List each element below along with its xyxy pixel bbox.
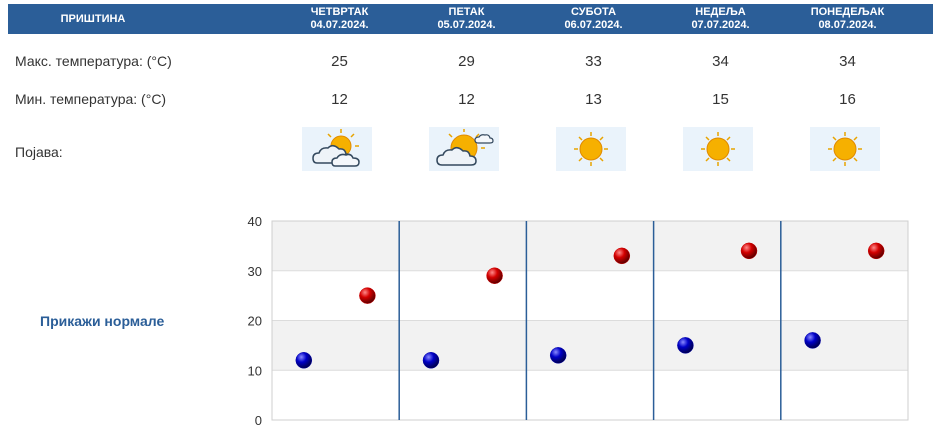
max-temp-value: 34 — [839, 53, 856, 70]
min-temp-marker — [295, 352, 313, 369]
sun-behind-cloud-icon — [429, 127, 499, 171]
min-temp-marker — [804, 332, 821, 349]
min-temp-label: Мин. температура: (°C) — [15, 91, 167, 107]
max-temp-marker — [486, 267, 503, 284]
day-header: ПЕТАК 05.07.2024. — [403, 6, 530, 32]
max-temp-label: Макс. температура: (°C) — [15, 53, 172, 69]
grid-band — [272, 370, 908, 420]
min-temp-marker — [549, 347, 567, 364]
min-temp-marker — [677, 337, 694, 354]
grid-band — [272, 221, 908, 271]
day-date: 08.07.2024. — [818, 19, 877, 31]
day-name: НЕДЕЉА — [695, 6, 746, 18]
day-name: ЧЕТВРТАК — [310, 6, 369, 18]
max-temp-value: 29 — [458, 53, 475, 70]
min-temp-value: 13 — [585, 91, 602, 108]
forecast-header: ПРИШТИНА ЧЕТВРТАК 04.07.2024. ПЕТАК 05.0… — [8, 4, 933, 34]
y-tick-label: 30 — [248, 264, 262, 279]
y-tick-label: 0 — [255, 413, 262, 428]
day-name: ПЕТАК — [448, 6, 485, 18]
max-temp-marker — [740, 242, 758, 260]
min-temp-value: 16 — [839, 91, 856, 108]
sun-behind-clouds-icon — [302, 127, 372, 171]
sun-icon — [810, 127, 880, 171]
min-temp-value: 12 — [331, 91, 348, 108]
city-name: ПРИШТИНА — [60, 13, 126, 25]
day-header: НЕДЕЉА 07.07.2024. — [657, 6, 784, 32]
day-date: 05.07.2024. — [437, 19, 496, 31]
day-header: СУБОТА 06.07.2024. — [530, 6, 657, 32]
sun-icon — [556, 127, 626, 171]
grid-band — [272, 320, 908, 371]
day-date: 07.07.2024. — [691, 19, 750, 31]
max-temp-value: 34 — [712, 53, 729, 70]
min-temp-value: 12 — [458, 91, 475, 108]
day-date: 04.07.2024. — [310, 19, 369, 31]
plot-border — [271, 220, 909, 421]
sun-icon — [683, 127, 753, 171]
grid-band — [272, 270, 908, 321]
max-temp-value: 33 — [585, 53, 602, 70]
day-name: СУБОТА — [570, 6, 617, 18]
max-temp-marker — [359, 287, 376, 304]
y-tick-label: 40 — [248, 214, 262, 229]
min-temp-marker — [422, 352, 440, 369]
min-temp-value: 15 — [712, 91, 729, 108]
max-temp-value: 25 — [331, 53, 348, 70]
day-header: ПОНЕДЕЉАК 08.07.2024. — [784, 6, 911, 32]
day-date: 06.07.2024. — [564, 19, 623, 31]
y-tick-label: 20 — [248, 314, 262, 329]
day-header: ЧЕТВРТАК 04.07.2024. — [276, 6, 403, 32]
show-normals-link[interactable]: Прикажи нормале — [40, 313, 165, 329]
day-name: ПОНЕДЕЉАК — [810, 6, 885, 18]
weather-label: Појава: — [15, 144, 63, 160]
y-tick-label: 10 — [248, 363, 262, 378]
max-temp-marker — [867, 242, 885, 260]
max-temp-marker — [613, 247, 631, 265]
